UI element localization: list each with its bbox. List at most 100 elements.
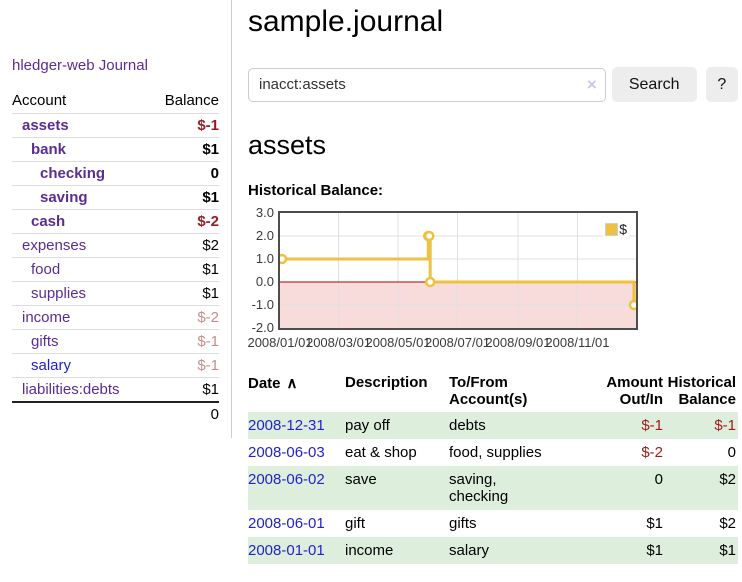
transaction-accounts: debts	[449, 417, 486, 434]
chart-legend: $	[603, 220, 629, 238]
account-balance: $1	[149, 281, 219, 306]
transaction-balance: 0	[727, 444, 736, 461]
search-form: × Search ?	[248, 67, 738, 102]
accounts-table: Account Balance assets $-1 bank $1 check…	[12, 89, 219, 426]
transaction-description: income	[345, 542, 394, 559]
page-title: sample.journal	[248, 5, 444, 38]
account-balance: $-2	[149, 305, 219, 330]
account-link-gifts[interactable]: gifts	[31, 333, 59, 350]
y-tick-label: 0.0	[255, 274, 274, 289]
transaction-date-link[interactable]: 2008-06-01	[248, 515, 325, 532]
chart-plot-area: $	[278, 211, 638, 330]
brand-link[interactable]: hledger-web	[12, 57, 95, 74]
accounts-total-row: 0	[12, 401, 219, 426]
x-tick-label: 2008/11/01	[545, 335, 610, 350]
clear-search-icon[interactable]: ×	[586, 74, 597, 94]
transaction-amount: $1	[646, 515, 663, 532]
legend-swatch-icon	[605, 222, 619, 236]
historical-balance-chart: 3.0 2.0 1.0 0.0 -1.0 -2.0 $ 2008/01/01 2008/03…	[247, 205, 738, 350]
register-table: Date ∧ Description To/From Account(s) Amo…	[248, 370, 738, 564]
account-balance: $-1	[149, 353, 219, 378]
transaction-row: 2008-06-03 eat & shop food, supplies $-2…	[248, 439, 738, 466]
accounts-total: 0	[149, 401, 219, 426]
account-balance: $-1	[149, 329, 219, 354]
sidebar: hledger-web Journal Account Balance asse…	[0, 0, 232, 438]
sidebar-item-journal[interactable]: Journal	[98, 57, 148, 74]
account-balance: $2	[149, 233, 219, 258]
transaction-date-link[interactable]: 2008-12-31	[248, 417, 325, 434]
account-balance: $1	[149, 257, 219, 282]
register-header-row: Date ∧ Description To/From Account(s) Amo…	[248, 370, 738, 412]
account-balance: 0	[149, 161, 219, 186]
account-row-gifts: gifts $-1	[12, 329, 219, 354]
account-balance: $-2	[149, 209, 219, 234]
account-link-assets[interactable]: assets	[22, 117, 69, 134]
transaction-accounts: food, supplies	[449, 444, 542, 461]
transaction-description: pay off	[345, 417, 390, 434]
x-tick-label: 2008/07/01	[424, 335, 491, 350]
transaction-amount: 0	[654, 471, 663, 488]
transaction-amount: $-1	[641, 417, 663, 434]
transaction-description: gift	[345, 515, 366, 532]
transaction-row: 2008-12-31 pay off debts $-1 $-1	[248, 412, 738, 439]
y-tick-label: -1.0	[251, 297, 274, 312]
y-tick-label: -2.0	[251, 320, 274, 335]
account-row-salary: salary $-1	[12, 353, 219, 378]
transaction-row: 2008-06-01 gift gifts $1 $2	[248, 510, 738, 537]
transaction-row: 2008-06-02 save saving, checking 0 $2	[248, 466, 738, 510]
account-row-bank: bank $1	[12, 137, 219, 162]
transaction-accounts: saving, checking	[449, 471, 509, 505]
account-row-checking: checking 0	[12, 161, 219, 186]
main-content: sample.journal × Search ? assets Histori…	[247, 0, 738, 564]
search-input[interactable]	[248, 67, 606, 102]
account-link-supplies[interactable]: supplies	[31, 285, 87, 302]
accounts-header-row: Account Balance	[12, 89, 219, 114]
account-balance: $1	[149, 377, 219, 402]
transaction-balance: $2	[719, 515, 736, 532]
account-row-expenses: expenses $2	[12, 233, 219, 258]
transaction-date-link[interactable]: 2008-01-01	[248, 542, 325, 559]
transaction-balance: $1	[719, 542, 736, 559]
transaction-row: 2008-01-01 income salary $1 $1	[248, 537, 738, 564]
account-heading: assets	[248, 130, 327, 160]
help-button[interactable]: ?	[705, 67, 738, 102]
account-link-saving[interactable]: saving	[40, 189, 88, 206]
search-button[interactable]: Search	[611, 67, 697, 102]
transaction-amount: $1	[646, 542, 663, 559]
y-tick-label: 3.0	[255, 205, 274, 220]
y-tick-label: 1.0	[255, 251, 274, 266]
transaction-description: eat & shop	[345, 444, 417, 461]
col-amount: Amount Out/In	[606, 374, 663, 408]
account-link-cash[interactable]: cash	[31, 213, 66, 230]
x-tick-label: 2008/03/01	[305, 335, 372, 350]
x-tick-label: 2008/05/01	[365, 335, 431, 350]
transaction-balance: $-1	[714, 417, 736, 434]
transaction-amount: $-2	[641, 444, 663, 461]
account-row-cash: cash $-2	[12, 209, 219, 234]
col-date[interactable]: Date ∧	[248, 375, 298, 392]
account-row-income: income $-2	[12, 305, 219, 330]
accounts-col-balance: Balance	[164, 92, 219, 109]
transaction-date-link[interactable]: 2008-06-03	[248, 444, 325, 461]
account-link-food[interactable]: food	[31, 261, 61, 278]
account-link-bank[interactable]: bank	[31, 141, 67, 158]
account-row-food: food $1	[12, 257, 219, 282]
account-link-liabilities-debts[interactable]: liabilities:debts	[22, 381, 120, 398]
transaction-accounts: gifts	[449, 515, 477, 532]
accounts-col-account: Account	[12, 92, 67, 109]
col-balance: Historical Balance	[667, 374, 736, 408]
account-link-checking[interactable]: checking	[40, 165, 106, 182]
y-tick-label: 2.0	[255, 228, 274, 243]
account-link-income[interactable]: income	[22, 309, 71, 326]
transaction-accounts: salary	[449, 542, 490, 559]
chart-title: Historical Balance:	[248, 182, 384, 199]
account-link-expenses[interactable]: expenses	[22, 237, 87, 254]
sort-asc-icon: ∧	[286, 375, 298, 392]
account-link-salary[interactable]: salary	[31, 357, 72, 374]
account-row-liabilities-debts: liabilities:debts $1	[12, 377, 219, 402]
account-row-assets: assets $-1	[12, 113, 219, 138]
transaction-date-link[interactable]: 2008-06-02	[248, 471, 325, 488]
x-tick-label: 2008/01/01	[247, 335, 313, 350]
legend-label: $	[619, 221, 627, 237]
account-balance: $1	[149, 137, 219, 162]
